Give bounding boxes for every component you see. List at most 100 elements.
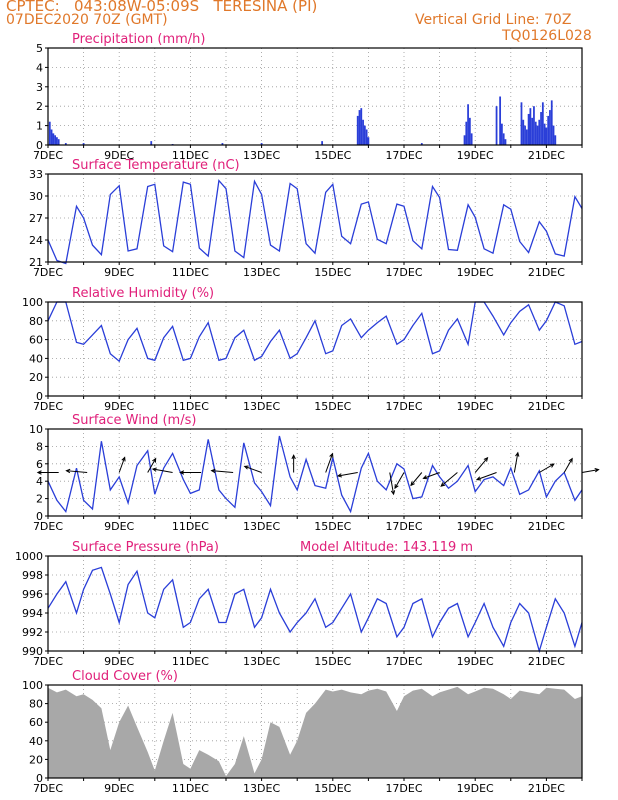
x-tick-label: 7DEC (33, 655, 63, 668)
x-tick-label: 15DEC (314, 266, 351, 279)
y-tick-label: 0 (36, 390, 43, 403)
precip-bar (522, 119, 525, 145)
wind-vector (147, 458, 157, 473)
wind-vector (118, 457, 126, 473)
wind-vector (476, 472, 497, 481)
precip-bar (504, 139, 507, 145)
precip-bar (362, 119, 364, 145)
precip-bar (57, 139, 60, 145)
wind-vector (474, 457, 488, 473)
precip-bar (50, 129, 53, 145)
x-tick-label: 13DEC (243, 149, 280, 162)
y-tick-label: 8 (36, 440, 43, 453)
x-tick-label: 21DEC (528, 520, 565, 533)
y-tick-label: 100 (22, 679, 43, 692)
y-tick-label: 5 (36, 42, 43, 55)
y-tick-label: 990 (22, 645, 43, 658)
series-line (47, 301, 583, 363)
y-tick-label: 1000 (15, 550, 43, 563)
precip-bar (552, 125, 555, 145)
y-tick-label: 2 (36, 493, 43, 506)
header-right2: TQ0126L028 (502, 28, 592, 44)
panel-title: Cloud Cover (%) (72, 669, 178, 684)
panel-frame (47, 684, 583, 779)
x-tick-label: 15DEC (314, 400, 351, 413)
precip-bar (64, 143, 67, 145)
wind-arrowhead (549, 463, 555, 468)
wind-vector (244, 465, 262, 473)
precip-bar (545, 127, 548, 145)
wind-vector (337, 472, 358, 477)
wind-vector (394, 472, 405, 489)
precip-bar (529, 108, 532, 145)
wind-arrowhead (440, 482, 446, 487)
wind-arrowhead (152, 457, 157, 463)
wind-arrowhead (151, 467, 157, 472)
x-tick-label: 7DEC (33, 266, 63, 279)
precip-bar (541, 102, 544, 145)
x-tick-label: 15DEC (314, 655, 351, 668)
x-tick-label: 15DEC (314, 782, 351, 795)
precip-bar (540, 112, 542, 145)
wind-arrowhead (483, 456, 489, 462)
wind-arrowhead (65, 468, 71, 474)
panel-title: Precipitation (mm/h) (72, 32, 205, 47)
y-tick-label: 4 (36, 61, 43, 74)
panel-frame (47, 301, 583, 397)
x-tick-label: 11DEC (172, 266, 209, 279)
x-tick-label: 9DEC (104, 655, 134, 668)
x-tick-label: 21DEC (528, 400, 565, 413)
precip-bar (367, 137, 370, 145)
panel-title: Relative Humidity (%) (72, 286, 214, 301)
x-tick-label: 17DEC (385, 149, 422, 162)
y-tick-label: 60 (29, 334, 43, 347)
x-tick-label: 21DEC (528, 782, 565, 795)
precip-bar (520, 102, 523, 145)
wind-arrowhead (515, 451, 520, 457)
precip-bar (54, 135, 57, 145)
x-tick-label: 17DEC (385, 400, 422, 413)
y-tick-label: 998 (22, 569, 43, 582)
y-tick-label: 2 (36, 100, 43, 113)
x-tick-label: 17DEC (385, 782, 422, 795)
y-tick-label: 4 (36, 475, 43, 488)
precip-bar (538, 119, 541, 145)
precip-bar (533, 106, 535, 145)
wind-arrowhead (390, 490, 396, 496)
precip-bar (531, 117, 534, 145)
precip-bar (360, 108, 363, 145)
wind-arrowhead (568, 457, 573, 463)
precip-bar (525, 129, 528, 145)
precip-bar (356, 115, 359, 145)
y-tick-label: 3 (36, 81, 43, 94)
wind-arrowhead (594, 468, 600, 473)
precip-bar (547, 115, 550, 145)
x-tick-label: 21DEC (528, 655, 565, 668)
y-tick-label: 40 (29, 352, 43, 365)
wind-arrowhead (329, 452, 334, 458)
series-line (47, 435, 583, 514)
x-tick-label: 13DEC (243, 782, 280, 795)
x-tick-label: 19DEC (457, 655, 494, 668)
header-right1: Vertical Grid Line: 70Z (415, 12, 572, 28)
y-tick-label: 0 (36, 772, 43, 785)
y-tick-label: 6 (36, 458, 43, 471)
y-tick-label: 40 (29, 735, 43, 748)
wind-arrowhead (422, 475, 428, 480)
y-tick-label: 20 (29, 753, 43, 766)
y-tick-label: 24 (29, 234, 43, 247)
panel-title: Surface Pressure (hPa) (72, 540, 219, 555)
wind-vector (513, 452, 519, 473)
wind-vector (389, 472, 395, 495)
wind-arrowhead (410, 481, 415, 487)
y-tick-label: 996 (22, 588, 43, 601)
precip-bar (499, 96, 502, 145)
precip-bar (365, 129, 368, 145)
series-line (47, 179, 583, 265)
precip-bar (150, 141, 153, 145)
precip-bar (495, 106, 498, 145)
x-tick-label: 15DEC (314, 149, 351, 162)
wind-vector (440, 472, 458, 487)
wind-arrowhead (394, 484, 399, 490)
